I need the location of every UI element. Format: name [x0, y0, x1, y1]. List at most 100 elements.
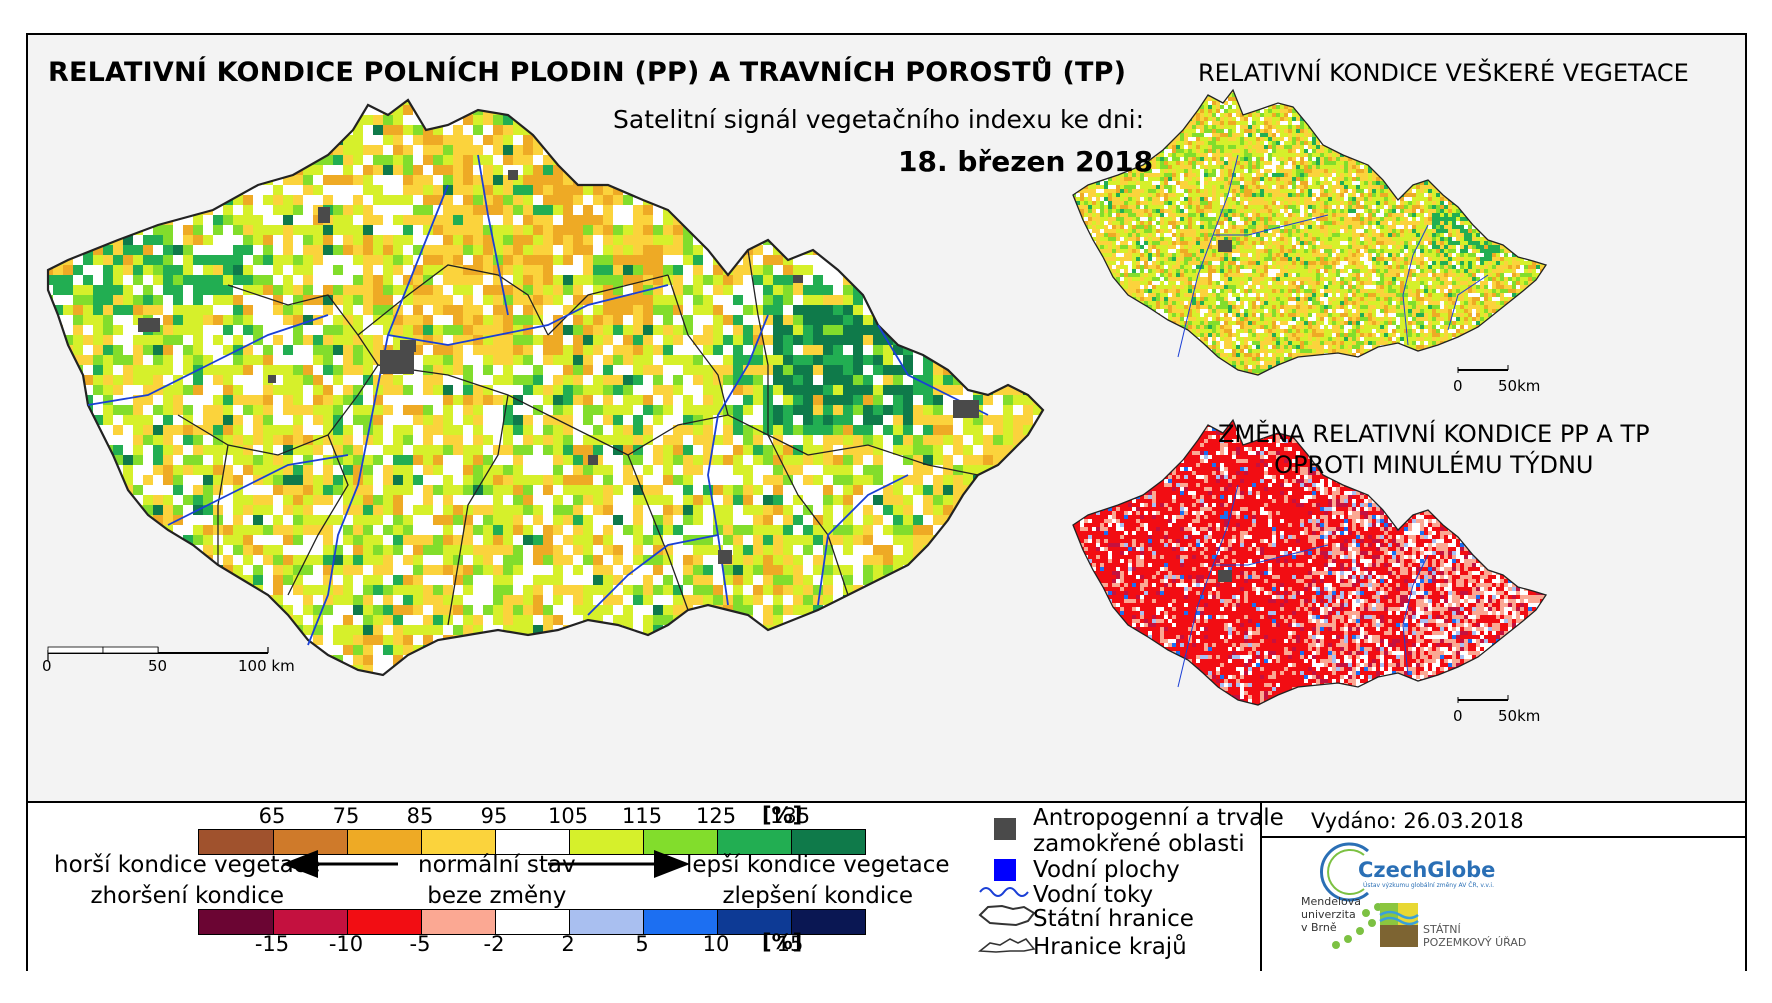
map-cell — [673, 455, 684, 466]
map-cell — [643, 415, 654, 426]
map-cell — [663, 465, 674, 476]
map-cell — [973, 215, 984, 226]
map-cell — [48, 165, 54, 176]
map-cell — [743, 215, 754, 226]
map-cell — [553, 205, 564, 216]
map-cell — [233, 235, 244, 246]
map-cell — [48, 305, 54, 316]
map-cell — [213, 365, 224, 376]
map-cell — [883, 275, 894, 286]
map-cell — [923, 545, 934, 556]
map-cell — [923, 325, 934, 336]
map-cell — [303, 375, 314, 386]
map-cell — [153, 145, 164, 156]
map-cell — [53, 155, 64, 166]
map-cell — [163, 295, 174, 306]
map-cell — [973, 265, 984, 276]
map-cell — [573, 265, 584, 276]
map-cell — [723, 425, 734, 436]
map-cell — [93, 565, 104, 576]
map-cell — [63, 335, 74, 346]
map-cell — [163, 465, 174, 476]
map-cell — [653, 445, 664, 456]
map-cell — [593, 265, 604, 276]
map-cell — [643, 265, 654, 276]
map-cell — [563, 305, 574, 316]
map-cell — [323, 555, 334, 566]
map-cell — [723, 305, 734, 316]
map-cell — [493, 565, 504, 576]
map-cell — [163, 305, 174, 316]
map-cell — [1023, 455, 1034, 466]
map-cell — [48, 585, 54, 596]
map-cell — [993, 415, 1004, 426]
map-cell — [763, 155, 774, 166]
map-cell — [793, 465, 804, 476]
map-cell — [533, 445, 544, 456]
map-cell — [853, 525, 864, 536]
map-cell — [763, 195, 774, 206]
map-cell — [683, 145, 694, 156]
map-cell — [363, 395, 374, 406]
map-cell — [73, 165, 84, 176]
map-cell — [363, 505, 374, 516]
map-cell — [63, 535, 74, 546]
map-cell — [233, 105, 244, 116]
map-cell — [383, 215, 394, 226]
map-cell — [193, 115, 204, 126]
map-cell — [763, 285, 774, 296]
map-cell — [503, 235, 514, 246]
map-cell — [433, 455, 444, 466]
map-cell — [813, 545, 824, 556]
map-cell — [63, 165, 74, 176]
map-cell — [123, 100, 134, 106]
map-cell — [403, 285, 414, 296]
map-cell — [923, 425, 934, 436]
map-cell — [913, 215, 924, 226]
map-cell — [443, 275, 454, 286]
map-cell — [753, 165, 764, 176]
map-cell — [83, 565, 94, 576]
map-cell — [1043, 575, 1054, 586]
map-cell — [323, 515, 334, 526]
map-cell — [353, 215, 364, 226]
map-cell — [923, 345, 934, 356]
map-cell — [883, 375, 894, 386]
map-cell — [613, 315, 624, 326]
map-cell — [213, 345, 224, 356]
map-cell — [913, 295, 924, 306]
map-cell — [383, 415, 394, 426]
map-cell — [783, 285, 794, 296]
map-cell — [133, 125, 144, 136]
map-cell — [203, 175, 214, 186]
map-cell — [1023, 225, 1034, 236]
map-cell — [983, 185, 994, 196]
map-cell — [983, 225, 994, 236]
map-cell — [883, 395, 894, 406]
map-cell — [953, 435, 964, 446]
map-cell — [903, 505, 914, 516]
map-cell — [813, 525, 824, 536]
map-cell — [333, 365, 344, 376]
map-cell — [63, 215, 74, 226]
map-cell — [483, 325, 494, 336]
map-cell — [443, 565, 454, 576]
map-cell — [403, 155, 414, 166]
map-cell — [303, 105, 314, 116]
map-cell — [593, 100, 604, 106]
map-cell — [1023, 355, 1034, 366]
map-cell — [633, 575, 644, 586]
map-cell — [243, 175, 254, 186]
map-cell — [163, 205, 174, 216]
map-cell — [363, 435, 374, 446]
map-cell — [473, 165, 484, 176]
map-cell — [783, 165, 794, 176]
map-cell — [433, 145, 444, 156]
map-cell — [783, 100, 794, 106]
map-cell — [133, 455, 144, 466]
map-cell — [113, 175, 124, 186]
map-cell — [1013, 545, 1024, 556]
map-cell — [273, 545, 284, 556]
map-cell — [703, 445, 714, 456]
map-cell — [723, 145, 734, 156]
